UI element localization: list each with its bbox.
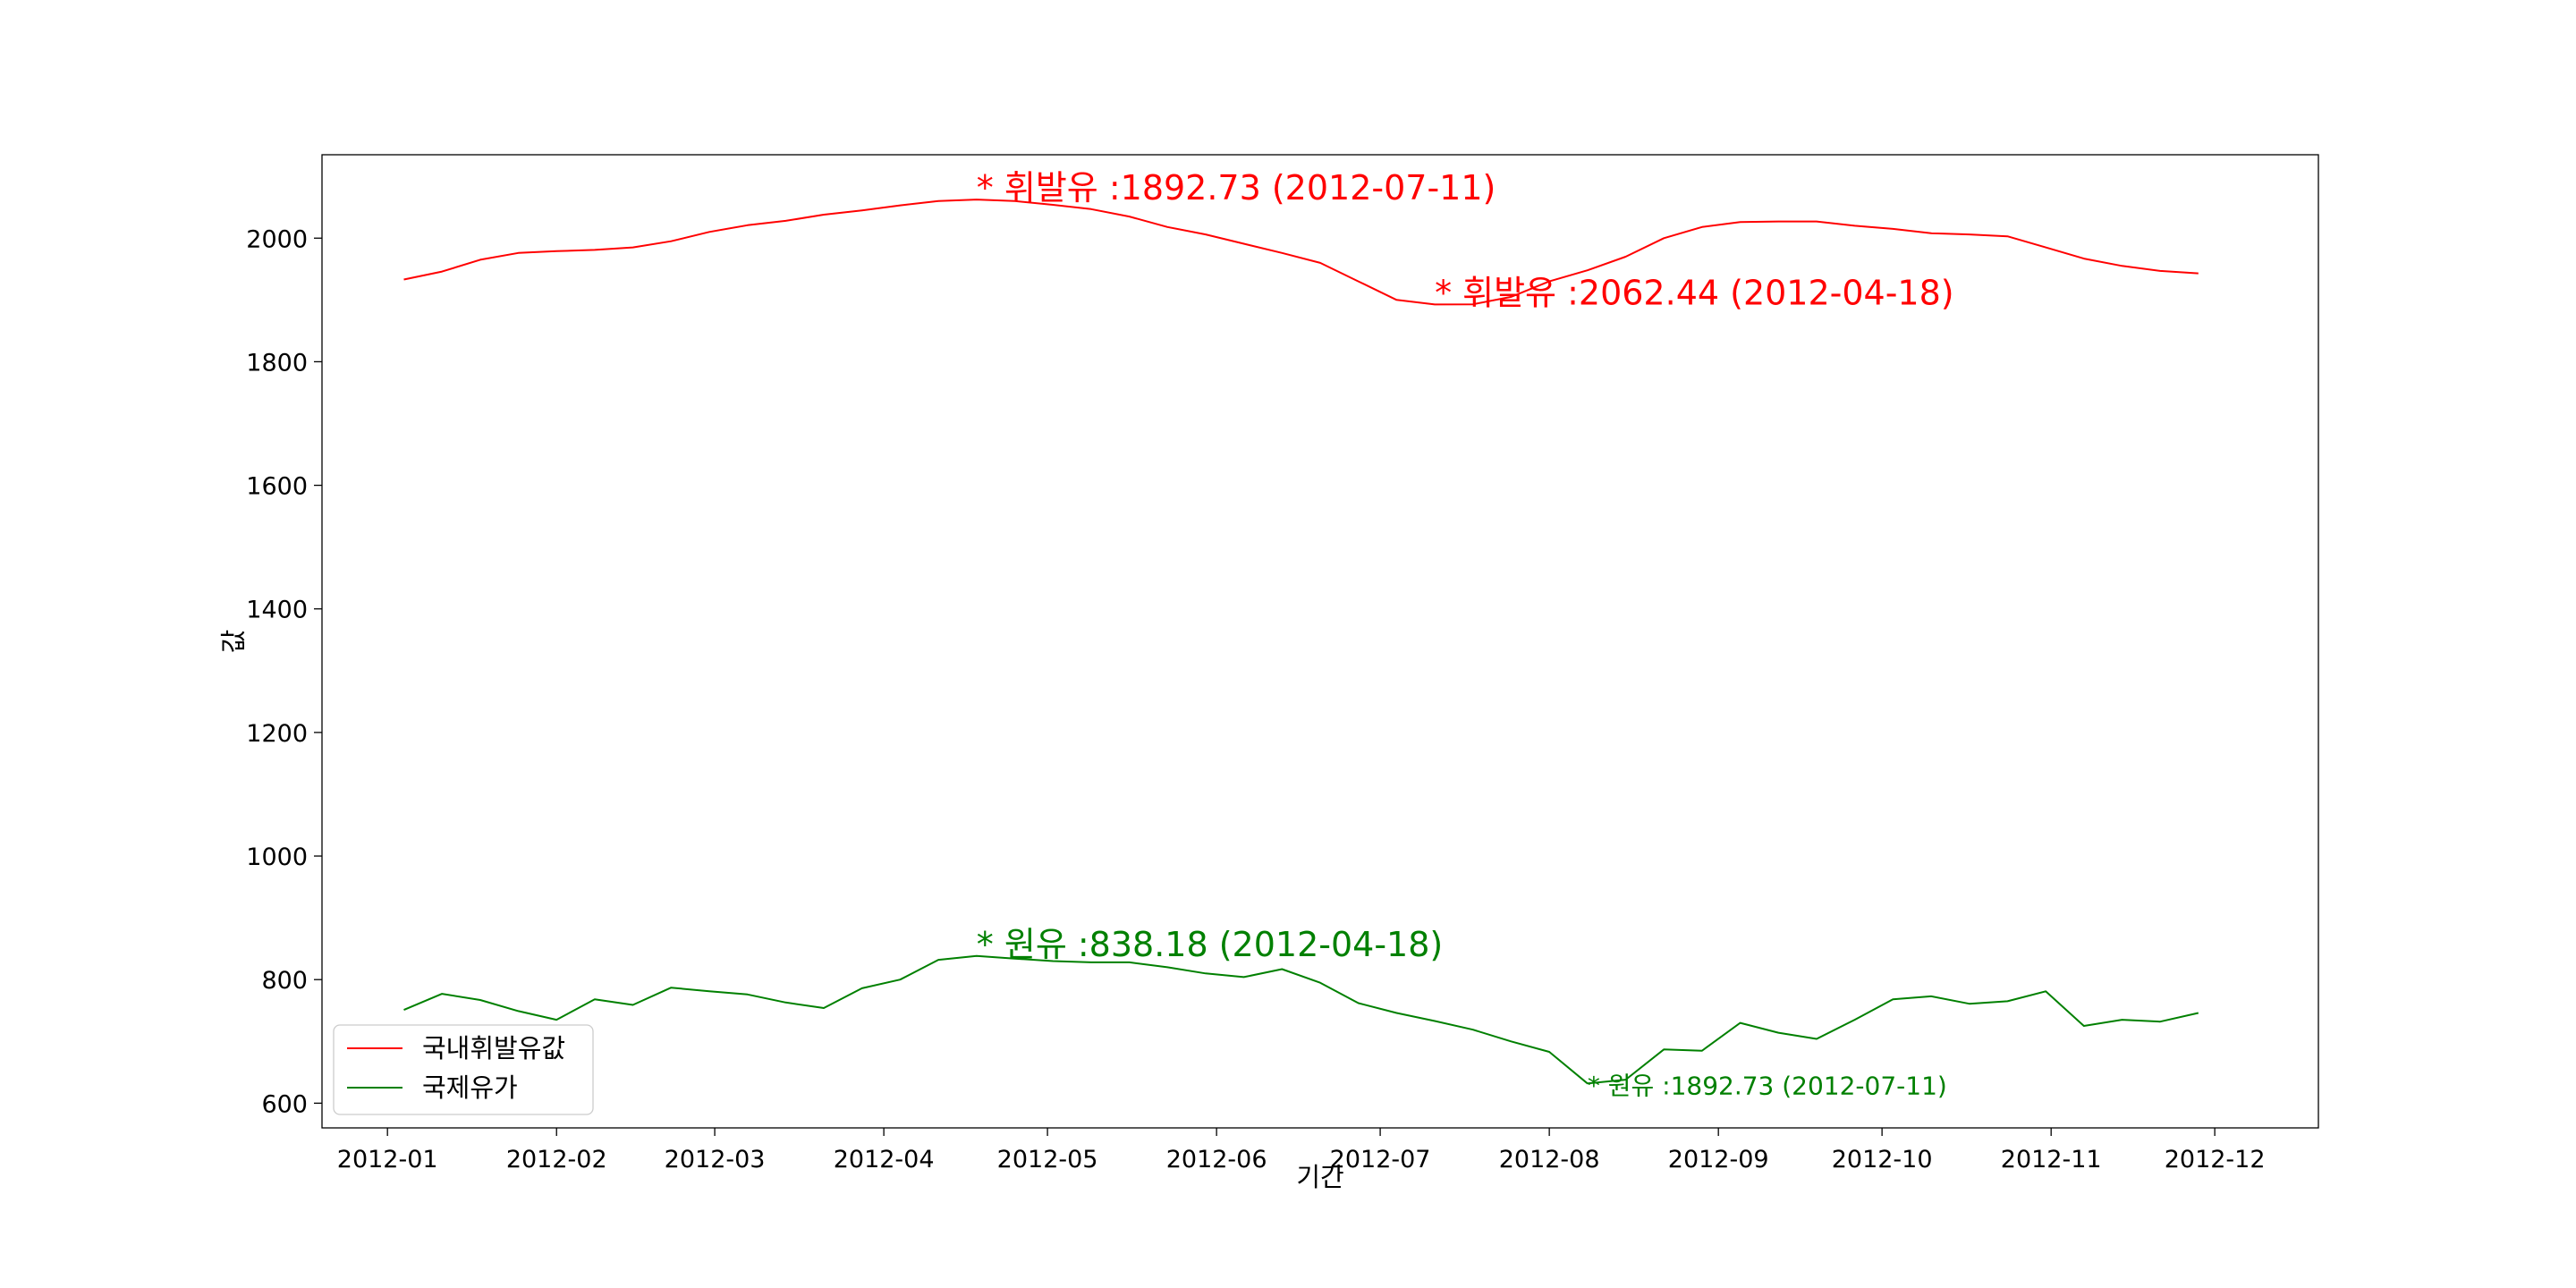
x-tick-label: 2012-08 <box>1499 1146 1600 1174</box>
annotation-label: * 휘발유 :1892.73 (2012-07-11) <box>977 168 1496 208</box>
x-tick-label: 2012-05 <box>997 1146 1098 1174</box>
x-tick-label: 2012-10 <box>1832 1146 1933 1174</box>
y-tick-label: 1400 <box>246 597 308 624</box>
axis-ticks: 2012-01 2012-02 2012-03 2012-04 2012-05 2012-… <box>246 225 2265 1174</box>
legend: 국내휘발유값 국제유가 <box>333 1024 594 1115</box>
x-tick-label: 2012-01 <box>337 1146 438 1174</box>
legend-label-crude: 국제유가 <box>422 1072 518 1103</box>
legend-label-gasoline: 국내휘발유값 <box>422 1033 565 1063</box>
y-tick-label: 1000 <box>246 843 308 871</box>
annotation-label: * 원유 :1892.73 (2012-07-11) <box>1588 1071 1947 1100</box>
series-lines <box>403 199 2199 1085</box>
x-tick-label: 2012-11 <box>2001 1146 2102 1174</box>
x-tick-label: 2012-07 <box>1330 1146 1431 1174</box>
x-tick-label: 2012-09 <box>1668 1146 1769 1174</box>
x-tick-label: 2012-12 <box>2165 1146 2266 1174</box>
y-tick-label: 800 <box>261 967 308 995</box>
y-tick-label: 600 <box>261 1090 308 1118</box>
annotation-label: * 원유 :838.18 (2012-04-18) <box>977 925 1443 964</box>
series-line-0 <box>403 199 2199 306</box>
series-line-1 <box>403 954 2199 1085</box>
x-tick-label: 2012-02 <box>506 1146 607 1174</box>
plot-frame <box>321 154 2319 1129</box>
y-axis-label: 값 <box>218 630 249 654</box>
annotations: * 휘발유 :1892.73 (2012-07-11) * 휘발유 :2062.4… <box>977 168 1954 1100</box>
annotation-label: * 휘발유 :2062.44 (2012-04-18) <box>1435 273 1954 312</box>
y-tick-label: 1800 <box>246 349 308 377</box>
y-tick-label: 1600 <box>246 473 308 501</box>
y-tick-label: 2000 <box>246 225 308 253</box>
x-tick-label: 2012-03 <box>665 1146 766 1174</box>
x-axis-label: 기간 <box>1296 1162 1343 1192</box>
y-tick-label: 1200 <box>246 720 308 748</box>
x-tick-label: 2012-04 <box>834 1146 935 1174</box>
x-tick-label: 2012-06 <box>1166 1146 1267 1174</box>
